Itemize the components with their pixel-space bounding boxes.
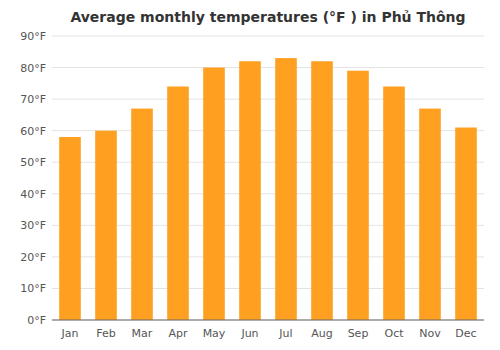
- y-tick-label: 0°F: [27, 314, 46, 327]
- grid-line: [52, 67, 484, 68]
- x-tick-label: Apr: [168, 327, 188, 340]
- x-tick-label: May: [203, 327, 226, 340]
- y-tick-label: 60°F: [20, 125, 46, 138]
- x-tick-label: Aug: [311, 327, 332, 340]
- y-tick-label: 80°F: [20, 62, 46, 75]
- bar: [59, 137, 81, 320]
- bar: [131, 109, 153, 320]
- x-tick-label: Feb: [96, 327, 115, 340]
- x-tick-label: Jun: [240, 327, 258, 340]
- bars: [59, 58, 477, 320]
- bar: [311, 61, 333, 320]
- y-tick-label: 90°F: [20, 30, 46, 43]
- grid-line: [52, 320, 484, 321]
- y-tick-label: 40°F: [20, 188, 46, 201]
- y-tick-label: 10°F: [20, 282, 46, 295]
- bar: [419, 109, 441, 320]
- x-tick-label: Dec: [455, 327, 476, 340]
- bar: [347, 71, 369, 320]
- grid-line: [52, 99, 484, 100]
- bar: [275, 58, 297, 320]
- x-tick-label: Mar: [132, 327, 153, 340]
- grid-line: [52, 36, 484, 37]
- x-axis-line: [52, 320, 484, 321]
- y-tick-label: 20°F: [20, 251, 46, 264]
- grid: [52, 36, 484, 320]
- y-tick-label: 50°F: [20, 156, 46, 169]
- bar: [95, 131, 117, 320]
- bar: [455, 128, 477, 320]
- title: Average monthly temperatures (°F ) in Ph…: [70, 9, 465, 25]
- y-tick-label: 70°F: [20, 93, 46, 106]
- bar: [383, 86, 405, 320]
- x-tick-label: Oct: [384, 327, 404, 340]
- bar: [203, 68, 225, 320]
- bar: [167, 86, 189, 320]
- bar: [239, 61, 261, 320]
- chart: Average monthly temperatures (°F ) in Ph…: [0, 0, 500, 350]
- x-tick-label: Jan: [61, 327, 79, 340]
- chart-container: Average monthly temperatures (°F ) in Ph…: [0, 0, 500, 350]
- x-tick-label: Sep: [348, 327, 369, 340]
- y-tick-label: 30°F: [20, 219, 46, 232]
- x-tick-label: Nov: [419, 327, 441, 340]
- x-tick-label: Jul: [278, 327, 292, 340]
